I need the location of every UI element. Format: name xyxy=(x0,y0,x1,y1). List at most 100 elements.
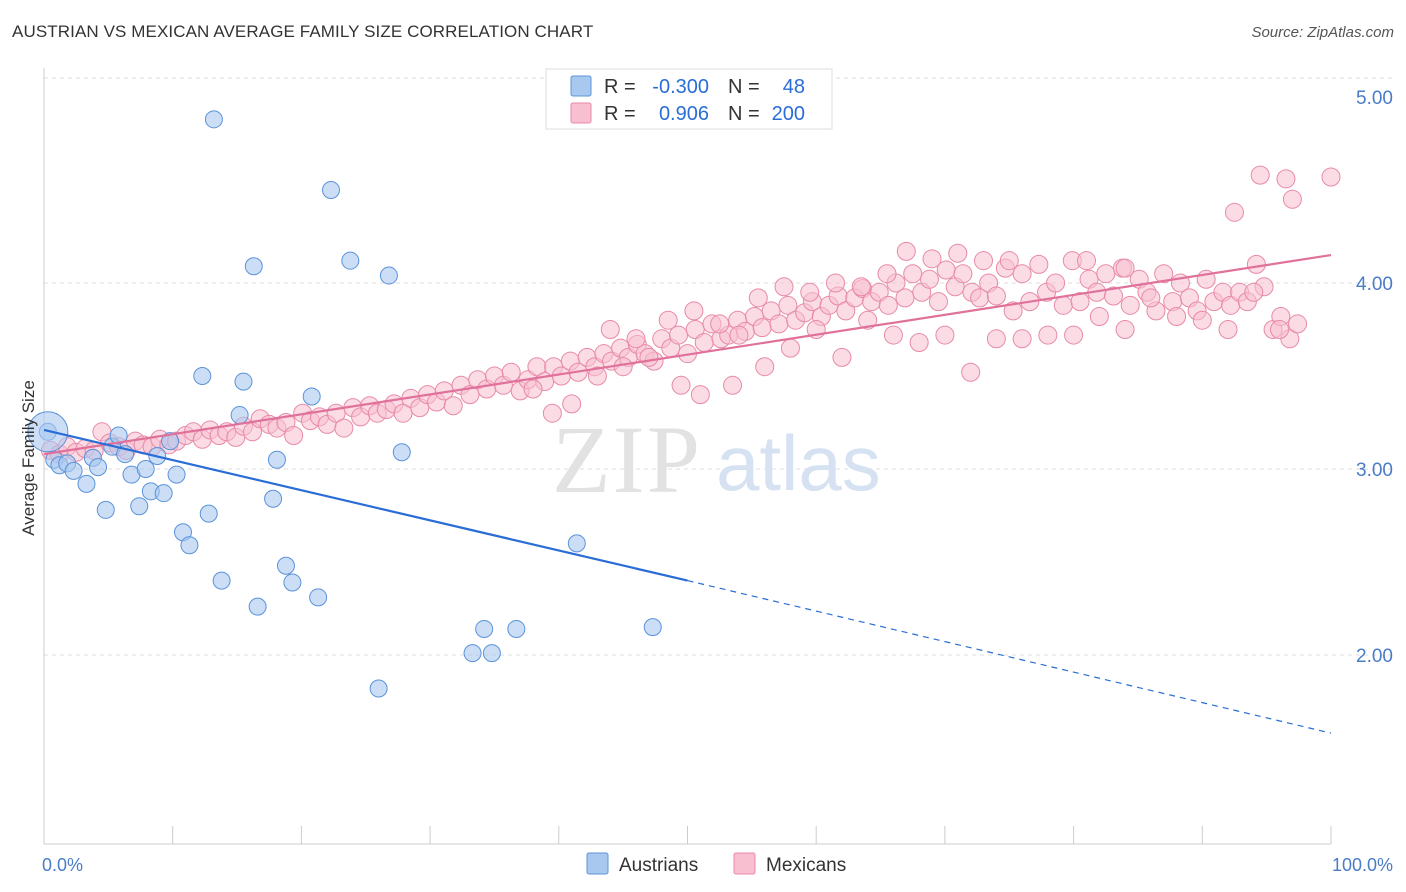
mexicans-point xyxy=(832,347,852,367)
austrians-point xyxy=(567,534,586,553)
mexicans-point xyxy=(1038,325,1058,345)
mexicans-point xyxy=(1321,167,1341,187)
mexicans-point xyxy=(769,314,789,334)
austrians-point xyxy=(212,571,231,590)
mexicans-point xyxy=(1115,258,1135,278)
mexicans-point xyxy=(999,251,1019,271)
austrians-point xyxy=(248,597,267,616)
mexicans-point xyxy=(752,318,772,338)
mexicans-point xyxy=(896,241,916,261)
austrians-point xyxy=(302,387,321,406)
austrians-point xyxy=(507,619,526,638)
mexicans-point xyxy=(1244,282,1264,302)
austrians-trend-extension xyxy=(687,580,1332,734)
mexicans-point xyxy=(948,243,968,263)
y-tick-label: 2.00 xyxy=(1356,646,1393,667)
mexicans-point xyxy=(1250,165,1270,185)
legend-mexicans-n-value: 200 xyxy=(772,103,805,125)
mexicans-point xyxy=(710,314,730,334)
mexicans-point xyxy=(694,333,714,353)
mexicans-point xyxy=(542,403,562,423)
mexicans-point xyxy=(836,301,856,321)
legend-austrians-n-value: 48 xyxy=(783,76,805,98)
y-tick-label: 4.00 xyxy=(1356,274,1393,295)
legend-austrians-n-label: N = xyxy=(728,76,760,98)
mexicans-point xyxy=(1270,320,1290,339)
mexicans-point xyxy=(922,249,942,269)
trend-lines xyxy=(43,254,1332,734)
mexicans-point xyxy=(826,273,846,293)
austrians-point xyxy=(180,536,199,555)
mexicans-point xyxy=(1141,288,1161,308)
mexicans-point xyxy=(562,394,582,414)
austrians-point xyxy=(643,618,662,637)
mexicans-point xyxy=(501,362,521,382)
mexicans-point xyxy=(600,320,620,339)
mexicans-point xyxy=(1046,273,1066,293)
austrians-point xyxy=(341,251,360,270)
austrians-point xyxy=(193,367,212,385)
mexicans-point xyxy=(639,347,659,367)
mexicans-point xyxy=(723,375,743,395)
austrians-point xyxy=(234,372,253,391)
mexicans-point xyxy=(1224,202,1244,222)
y-tick-label: 5.00 xyxy=(1356,88,1393,109)
bottom-legend-austrians: Austrians xyxy=(619,855,698,876)
austrians-point xyxy=(77,474,96,493)
mexicans-point xyxy=(774,277,794,297)
mexicans-point xyxy=(668,325,688,345)
austrians-point xyxy=(64,461,83,480)
mexicans-point xyxy=(1154,264,1174,284)
austrians-point xyxy=(154,484,173,503)
mexicans-point xyxy=(909,333,929,353)
mexicans-point xyxy=(1282,189,1302,209)
legend-mexicans-n-label: N = xyxy=(728,103,760,125)
mexicans-point xyxy=(1246,254,1266,274)
mexicans-point xyxy=(1070,292,1090,312)
austrians-point xyxy=(276,556,295,575)
austrians-point xyxy=(283,573,302,592)
austrians-point xyxy=(369,679,388,698)
mexicans-point xyxy=(851,277,871,297)
legend-austrians-r-value: -0.300 xyxy=(652,76,709,98)
austrians-point xyxy=(264,489,283,508)
mexicans-point xyxy=(729,325,749,345)
mexicans-point xyxy=(684,301,704,321)
watermark-atlas: atlas xyxy=(716,419,881,507)
bottom-legend-mexicans: Mexicans xyxy=(766,855,846,876)
austrians-point xyxy=(463,644,482,663)
mexicans-point xyxy=(685,320,705,339)
austrians-point xyxy=(267,450,286,469)
chart-title: AUSTRIAN VS MEXICAN AVERAGE FAMILY SIZE … xyxy=(12,22,594,41)
mexicans-point xyxy=(883,325,903,345)
mexicans-point xyxy=(986,286,1006,306)
mexicans-point xyxy=(1167,306,1187,326)
legend-swatch-austrians xyxy=(570,75,592,97)
mexicans-point xyxy=(1096,264,1116,284)
mexicans-point xyxy=(1288,314,1308,334)
x-tick-label: 0.0% xyxy=(42,855,83,875)
mexicans-point xyxy=(626,329,646,349)
austrians-point xyxy=(89,458,108,477)
y-tick-labels: 2.00 3.00 4.00 5.00 xyxy=(1356,88,1393,667)
mexicans-point xyxy=(1003,301,1023,321)
mexicans-point xyxy=(523,379,543,399)
austrians-point xyxy=(96,500,115,519)
austrians-point xyxy=(309,588,328,607)
mexicans-point xyxy=(878,295,898,315)
austrians-point xyxy=(199,504,218,523)
mexicans-point xyxy=(460,385,480,405)
mexicans-point xyxy=(1192,310,1212,330)
mexicans-point xyxy=(780,338,800,358)
austrians-point xyxy=(204,110,223,129)
mexicans-point xyxy=(928,292,948,312)
x-tick-label: 100.0% xyxy=(1332,855,1393,875)
austrians-point xyxy=(482,644,501,663)
mexicans-point xyxy=(1012,264,1032,284)
mexicans-point xyxy=(393,403,413,423)
mexicans-point xyxy=(935,325,955,345)
mexicans-point xyxy=(284,426,304,446)
mexicans-point xyxy=(986,329,1006,349)
mexicans-point xyxy=(903,264,923,284)
